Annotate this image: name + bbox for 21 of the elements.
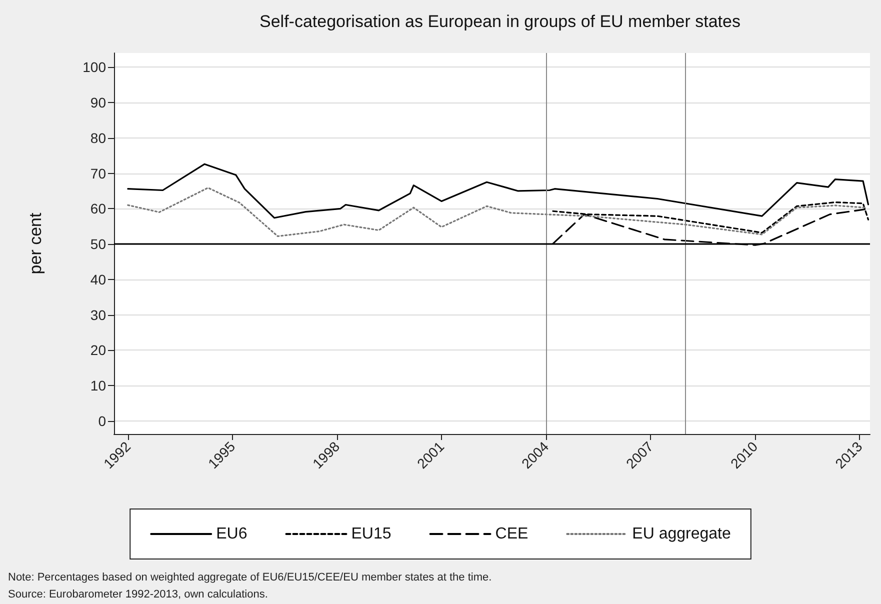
line-series — [127, 186, 866, 238]
y-tick-label: 70 — [90, 165, 106, 182]
y-tick-label: 60 — [90, 200, 106, 217]
y-axis-title: per cent — [26, 212, 45, 274]
source-note: Source: Eurobarometer 1992-2013, own calculations. — [8, 588, 268, 600]
legend-label: EU aggregate — [632, 526, 731, 542]
chart-title: Self-categorisation as European in groups of EU member states — [260, 12, 740, 31]
y-tick-label: 40 — [90, 271, 106, 288]
legend-label: EU15 — [351, 526, 392, 542]
y-tick-label: 30 — [90, 306, 106, 323]
y-tick-label: 90 — [90, 94, 106, 111]
y-tick-label: 20 — [90, 342, 106, 358]
y-tick-label: 80 — [90, 130, 106, 146]
y-tick-label: 100 — [82, 59, 106, 76]
text: Note: Percentages based on weighted aggregate of EU6/EU15/CEE/EU member states at the time. — [8, 572, 492, 584]
y-tick-label: 50 — [90, 236, 106, 252]
line-series — [127, 163, 870, 219]
y-tick-label: 0 — [98, 412, 106, 429]
legend-label: CEE — [495, 526, 528, 542]
legend-label: EU6 — [216, 526, 248, 542]
y-tick-label: 10 — [90, 378, 106, 394]
